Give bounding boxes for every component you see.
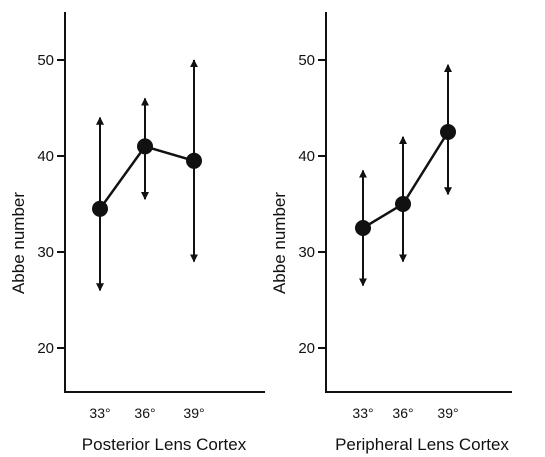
y-tick-labels: 20 30 40 50	[298, 52, 315, 357]
x-category-labels: 33° 36° 39°	[89, 405, 204, 421]
y-tick-label: 30	[298, 244, 315, 261]
y-tick-label: 20	[298, 340, 315, 357]
data-point	[92, 200, 108, 217]
y-tick-label: 40	[37, 148, 54, 165]
y-tick-label: 50	[37, 52, 54, 69]
x-category-label: 36°	[134, 405, 155, 421]
axes	[325, 12, 512, 393]
data-points	[355, 124, 456, 236]
x-category-labels: 33° 36° 39°	[352, 405, 458, 421]
y-tick-labels: 20 30 40 50	[37, 52, 54, 357]
y-tick-label: 40	[298, 148, 315, 165]
data-point	[137, 138, 153, 155]
error-bars	[96, 59, 198, 292]
chart-panel-peripheral: 20 30 40 50 33° 36° 39° Abbe number Periphera…	[270, 12, 512, 454]
y-tick-label: 20	[37, 340, 54, 357]
series-line	[98, 144, 195, 210]
x-category-label: 39°	[437, 405, 458, 421]
axes	[64, 12, 265, 393]
x-category-label: 39°	[183, 405, 204, 421]
y-ticks	[318, 59, 326, 349]
y-axis-title: Abbe number	[9, 192, 28, 294]
data-points	[92, 138, 202, 217]
panel-subtitle: Posterior Lens Cortex	[82, 435, 247, 454]
y-axis-title: Abbe number	[270, 192, 289, 294]
x-category-label: 36°	[392, 405, 413, 421]
data-point	[186, 152, 202, 169]
y-tick-label: 30	[37, 244, 54, 261]
data-point	[440, 124, 456, 140]
data-point	[395, 196, 411, 212]
y-tick-label: 50	[298, 52, 315, 69]
series-polyline	[362, 131, 450, 230]
panel-subtitle: Peripheral Lens Cortex	[335, 435, 509, 454]
x-category-label: 33°	[89, 405, 110, 421]
data-point	[355, 220, 371, 236]
x-category-label: 33°	[352, 405, 373, 421]
series-polyline	[98, 144, 195, 210]
error-bars	[359, 64, 452, 287]
y-ticks	[57, 59, 65, 349]
series-line	[362, 131, 450, 230]
chart-panel-posterior: 20 30 40 50 33° 36° 39° Abbe number Posterior…	[9, 12, 265, 454]
